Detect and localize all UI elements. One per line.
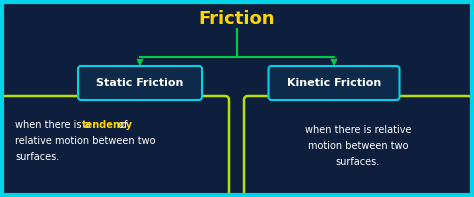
Text: when there is relative
motion between two
surfaces.: when there is relative motion between tw… (305, 125, 411, 167)
Text: Kinetic Friction: Kinetic Friction (287, 78, 381, 88)
Text: Static Friction: Static Friction (96, 78, 184, 88)
Text: of: of (115, 120, 127, 130)
FancyBboxPatch shape (78, 66, 202, 100)
Text: when there is a: when there is a (15, 120, 94, 130)
FancyBboxPatch shape (268, 66, 400, 100)
Text: relative motion between two: relative motion between two (15, 136, 155, 146)
FancyBboxPatch shape (244, 96, 472, 196)
Text: surfaces.: surfaces. (15, 152, 59, 162)
Text: tendency: tendency (82, 120, 132, 130)
Text: Friction: Friction (199, 10, 275, 28)
FancyBboxPatch shape (1, 96, 229, 196)
